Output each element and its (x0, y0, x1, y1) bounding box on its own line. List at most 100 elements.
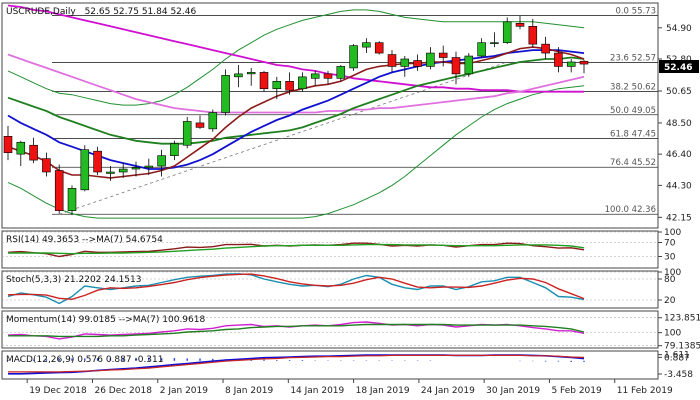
candle-body (298, 76, 307, 90)
candle-body (157, 155, 166, 167)
ma-darkred (7, 46, 585, 179)
rsi-panel-frame (1, 230, 659, 269)
candle-body (541, 43, 550, 54)
chart-ohlc: 52.65 52.75 51.84 52.46 (85, 7, 197, 17)
stoch-grid (2, 271, 658, 301)
macd-tick-label: 1.611 (664, 351, 690, 361)
time-tick-label: 18 Jan 2019 (356, 386, 410, 396)
time-tick-label: 5 Feb 2019 (551, 386, 602, 396)
candle-body (362, 42, 371, 48)
fib-label: 23.6 52.57 (610, 53, 656, 63)
momentum-line (8, 323, 585, 338)
candle-body (502, 21, 512, 43)
candle-body (310, 73, 320, 79)
macd-lines (8, 354, 585, 375)
time-tick-label: 11 Feb 2019 (617, 386, 673, 396)
candle-body (208, 112, 218, 130)
bollinger-upper (7, 9, 585, 106)
candle-body (144, 165, 154, 168)
candle-body (170, 143, 179, 156)
macd-tick-label: 0.887 (664, 353, 690, 363)
time-tick-label: 8 Jan 2019 (225, 386, 273, 396)
macd-title: MACD(12,26,9) 0.576 0.887 -0.311 (6, 355, 163, 365)
candle-body (259, 72, 269, 90)
time-tick-label: 26 Dec 2018 (94, 386, 152, 396)
candle-body (387, 54, 397, 67)
rsi-tick-label: 30 (664, 253, 676, 263)
candle-body (182, 121, 192, 146)
time-tick-label: 14 Jan 2019 (290, 386, 344, 396)
candle-body (67, 188, 77, 211)
candle-body (336, 66, 346, 79)
candles (3, 15, 589, 216)
momentum-tick-label: 79.1385 (664, 342, 700, 352)
candle-body (80, 149, 90, 191)
candle-body (16, 141, 26, 155)
main-panel: 0.0 55.73 23.6 52.57 38.2 50.62 50.0 49.05 6… (1, 2, 699, 229)
momentum-panel-frame (1, 310, 659, 349)
macd-signal-line (8, 354, 585, 373)
stoch-title: Stoch(5,3,3) 21.2202 24.1513 (6, 275, 141, 285)
trendline (59, 61, 508, 215)
momentum-title: Momentum(14) 99.0185 -->MA(7) 100.9618 (6, 315, 205, 325)
stoch-tick-label: 20 (664, 296, 676, 306)
candle-body (54, 170, 64, 211)
chart-symbol: USCRUDE,Daily (6, 7, 76, 17)
chart-header: USCRUDE,Daily 52.65 52.75 51.84 52.46 (6, 7, 196, 17)
rsi-grid (2, 231, 658, 257)
candle-body (3, 136, 13, 153)
candle-body (323, 73, 333, 79)
rsi-tick-label: 70 (664, 239, 676, 249)
current-price-box (659, 60, 699, 73)
rsi-line (8, 243, 585, 255)
time-tick-label: 24 Jan 2019 (421, 386, 475, 396)
trendline-dashed (59, 61, 508, 215)
candle-body (579, 60, 589, 65)
rsi-tick-label: 100 (664, 228, 681, 238)
stoch-tick-label: 100 (664, 268, 681, 278)
time-tick-label: 2 Jan 2019 (160, 386, 208, 396)
stoch-lines (7, 273, 585, 305)
candle-body (234, 73, 243, 78)
candle-body (477, 42, 486, 57)
candle-body (195, 122, 205, 128)
macd-panel-frame (1, 350, 659, 380)
fib-label: 76.4 45.52 (610, 158, 656, 168)
momentum-lines (7, 321, 585, 340)
stoch-line (7, 273, 585, 301)
candle-body (438, 52, 448, 58)
candle-body (515, 23, 525, 27)
price-tick-label: 54.90 (666, 24, 692, 34)
candle-body (374, 42, 384, 54)
candle-body (131, 167, 141, 170)
ma-magenta (7, 4, 584, 93)
stoch-tick-label: 80 (664, 275, 676, 285)
candle-body (464, 55, 474, 75)
fib-label: 61.8 47.45 (610, 130, 656, 140)
fib-label: 50.0 49.05 (610, 106, 656, 116)
candle-body (451, 57, 461, 75)
candle-body (106, 171, 115, 174)
candle-body (490, 42, 499, 44)
momentum-grid (2, 317, 658, 346)
current-price-label: 52.46 (664, 63, 692, 73)
candle-body (285, 81, 294, 91)
fib-label: 0.0 55.73 (615, 6, 656, 16)
candle-body (93, 150, 102, 173)
bollinger-lower (7, 85, 585, 219)
stoch-panel-frame (1, 270, 659, 309)
fib-label: 38.2 50.62 (610, 82, 656, 92)
candle-body (566, 61, 576, 67)
price-tick-label: 44.30 (666, 181, 692, 191)
rsi-title: RSI(14) 49.3653 -->MA(7) 54.6754 (6, 235, 163, 245)
momentum-tick-label: 100 (664, 329, 681, 339)
